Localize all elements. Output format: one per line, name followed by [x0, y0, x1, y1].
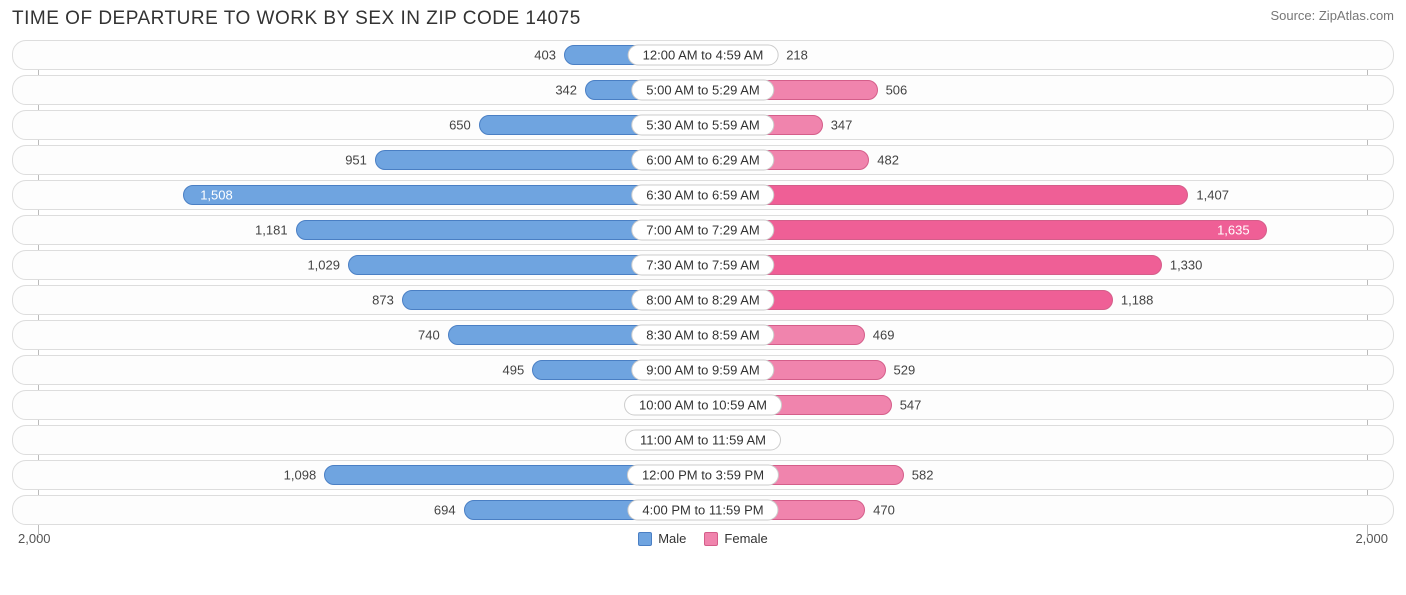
category-label: 5:00 AM to 5:29 AM	[631, 80, 774, 101]
bar-female	[703, 220, 1267, 240]
chart-row: 1,508 1,407 6:30 AM to 6:59 AM	[12, 180, 1394, 210]
chart-row: 740 469 8:30 AM to 8:59 AM	[12, 320, 1394, 350]
chart-row: 495 529 9:00 AM to 9:59 AM	[12, 355, 1394, 385]
value-label-male: 694	[434, 503, 456, 518]
value-label-female: 1,635	[1217, 223, 1250, 238]
value-label-male: 1,508	[200, 188, 233, 203]
legend-swatch-female	[704, 532, 718, 546]
legend-item-female: Female	[704, 531, 767, 546]
legend-swatch-male	[638, 532, 652, 546]
legend-label-female: Female	[724, 531, 767, 546]
axis-max-right: 2,000	[1355, 531, 1388, 546]
chart-row: 11054710:00 AM to 10:59 AM	[12, 390, 1394, 420]
value-label-male: 1,029	[307, 258, 340, 273]
value-label-male: 342	[555, 83, 577, 98]
chart-row: 1,181 1,635 7:00 AM to 7:29 AM	[12, 215, 1394, 245]
category-label: 8:30 AM to 8:59 AM	[631, 325, 774, 346]
value-label-male: 740	[418, 328, 440, 343]
category-label: 6:00 AM to 6:29 AM	[631, 150, 774, 171]
value-label-female: 506	[886, 83, 908, 98]
chart-header: TIME OF DEPARTURE TO WORK BY SEX IN ZIP …	[12, 8, 1394, 30]
value-label-male: 951	[345, 153, 367, 168]
category-label: 7:30 AM to 7:59 AM	[631, 255, 774, 276]
value-label-female: 547	[900, 398, 922, 413]
chart-row: 951 482 6:00 AM to 6:29 AM	[12, 145, 1394, 175]
category-label: 12:00 PM to 3:59 PM	[627, 465, 779, 486]
chart-row: 1,029 1,330 7:30 AM to 7:59 AM	[12, 250, 1394, 280]
category-label: 11:00 AM to 11:59 AM	[625, 430, 781, 451]
value-label-male: 1,098	[284, 468, 317, 483]
value-label-female: 218	[786, 48, 808, 63]
chart-row: 3912011:00 AM to 11:59 AM	[12, 425, 1394, 455]
chart-row: 1,098 582 12:00 PM to 3:59 PM	[12, 460, 1394, 490]
bar-male	[183, 185, 703, 205]
category-label: 9:00 AM to 9:59 AM	[631, 360, 774, 381]
value-label-female: 1,188	[1121, 293, 1154, 308]
value-label-female: 1,407	[1196, 188, 1229, 203]
value-label-male: 1,181	[255, 223, 288, 238]
chart-row: 694 470 4:00 PM to 11:59 PM	[12, 495, 1394, 525]
value-label-male: 403	[534, 48, 556, 63]
axis-max-left: 2,000	[18, 531, 51, 546]
legend: Male Female	[638, 531, 768, 546]
diverging-bar-chart: 403 218 12:00 AM to 4:59 AM 342 506 5:00 AM t…	[12, 40, 1394, 525]
value-label-female: 347	[831, 118, 853, 133]
chart-row: 342 506 5:00 AM to 5:29 AM	[12, 75, 1394, 105]
category-label: 12:00 AM to 4:59 AM	[628, 45, 779, 66]
chart-source: Source: ZipAtlas.com	[1270, 8, 1394, 23]
value-label-female: 582	[912, 468, 934, 483]
value-label-male: 495	[503, 363, 525, 378]
value-label-female: 469	[873, 328, 895, 343]
category-label: 7:00 AM to 7:29 AM	[631, 220, 774, 241]
value-label-female: 529	[894, 363, 916, 378]
value-label-female: 470	[873, 503, 895, 518]
value-label-female: 482	[877, 153, 899, 168]
chart-row: 650 347 5:30 AM to 5:59 AM	[12, 110, 1394, 140]
category-label: 4:00 PM to 11:59 PM	[627, 500, 778, 521]
chart-row: 873 1,188 8:00 AM to 8:29 AM	[12, 285, 1394, 315]
bar-female	[703, 185, 1188, 205]
chart-title: TIME OF DEPARTURE TO WORK BY SEX IN ZIP …	[12, 8, 581, 30]
category-label: 8:00 AM to 8:29 AM	[631, 290, 774, 311]
category-label: 10:00 AM to 10:59 AM	[624, 395, 782, 416]
category-label: 5:30 AM to 5:59 AM	[631, 115, 774, 136]
chart-row: 403 218 12:00 AM to 4:59 AM	[12, 40, 1394, 70]
chart-footer: 2,000 Male Female 2,000	[12, 531, 1394, 546]
value-label-female: 1,330	[1170, 258, 1203, 273]
value-label-male: 650	[449, 118, 471, 133]
category-label: 6:30 AM to 6:59 AM	[631, 185, 774, 206]
value-label-male: 873	[372, 293, 394, 308]
legend-label-male: Male	[658, 531, 686, 546]
legend-item-male: Male	[638, 531, 686, 546]
